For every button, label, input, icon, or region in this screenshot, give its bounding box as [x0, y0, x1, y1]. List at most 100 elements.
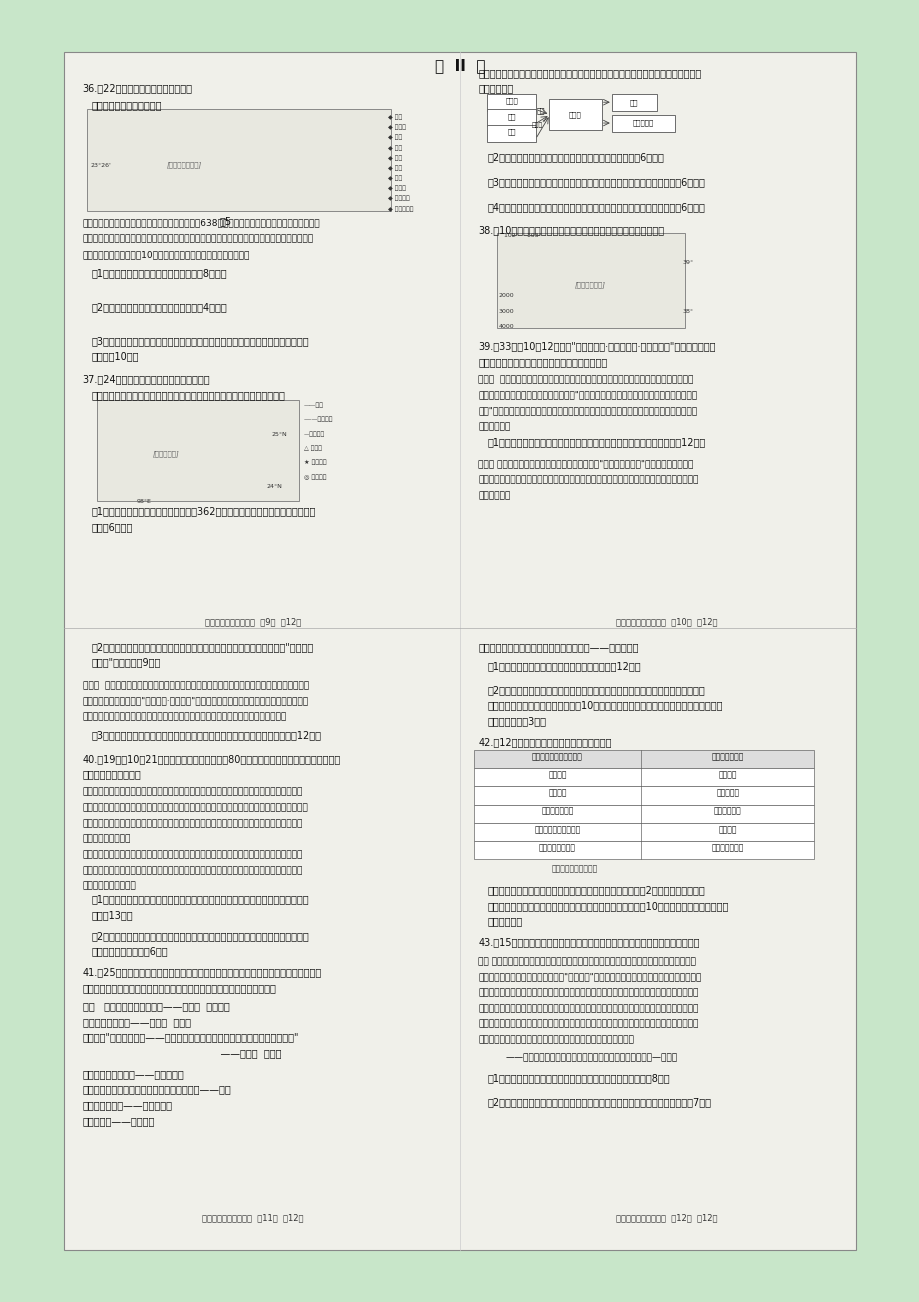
Text: 第  II  卷: 第 II 卷 — [435, 59, 484, 74]
FancyBboxPatch shape — [473, 750, 813, 768]
Text: 还原剂: 还原剂 — [531, 122, 542, 128]
Text: 俗。"今天，竹所代表的超凡脱俗、清新高雅的文化气度正通过日常的食、居、用、赏，融入: 俗。"今天，竹所代表的超凡脱俗、清新高雅的文化气度正通过日常的食、居、用、赏，融… — [478, 406, 697, 415]
Text: 请依据表格所列内容，提炼两列所学事件关系的一个主题。（2分）（任选表格中的: 请依据表格所列内容，提炼两列所学事件关系的一个主题。（2分）（任选表格中的 — [487, 885, 705, 896]
Text: 39°: 39° — [682, 260, 693, 266]
FancyBboxPatch shape — [611, 115, 675, 132]
Text: 想文化是国民性格的镜框。也塑造了国民性格。阅读材料，回答有关问题。: 想文化是国民性格的镜框。也塑造了国民性格。阅读材料，回答有关问题。 — [83, 983, 277, 993]
FancyBboxPatch shape — [486, 125, 536, 142]
Text: 材料三  近年来，我市在打造文化强市中呈现多样并举：把脉东城文化，用克宫的盛古截停多多: 材料三 近年来，我市在打造文化强市中呈现多样并举：把脉东城文化，用克宫的盛古截停… — [83, 681, 309, 690]
Text: 石英岩: 石英岩 — [505, 98, 517, 104]
Text: 成为社会主义核心价值观的丰富源泉，成为激发和凝聚中国人民不断奋发昂扬、从胜利走向胜: 成为社会主义核心价值观的丰富源泉，成为激发和凝聚中国人民不断奋发昂扬、从胜利走向… — [83, 819, 303, 828]
Text: [生态环境地图]: [生态环境地图] — [574, 281, 606, 288]
FancyBboxPatch shape — [87, 109, 391, 211]
Text: （4）根据当地的资源和区位优势，提出当地经济可持续发展的具体措施（6分）。: （4）根据当地的资源和区位优势，提出当地经济可持续发展的具体措施（6分）。 — [487, 202, 705, 212]
Text: 并说明其理论依据。（6分）: 并说明其理论依据。（6分） — [92, 947, 168, 957]
Text: （1）描述珠江流域综合开发的自然背景（8分）。: （1）描述珠江流域综合开发的自然背景（8分）。 — [92, 268, 227, 279]
Text: 大可至善，女相百动——《道德经》: 大可至善，女相百动——《道德经》 — [83, 1069, 185, 1079]
Text: ◆ 城市: ◆ 城市 — [388, 135, 402, 141]
Text: 渐对新的修行、改革宗法，中枢政府和地方地地和自如此资本主义的管理管性，德国改革的政: 渐对新的修行、改革宗法，中枢政府和地方地地和自如此资本主义的管理管性，德国改革的… — [478, 988, 698, 997]
Text: 36.（22分）读材料，回答下列问题。: 36.（22分）读材料，回答下列问题。 — [83, 83, 193, 94]
Text: （2）据上面联系图指出该地发展硅冶炼产业的区位优势（6分）。: （2）据上面联系图指出该地发展硅冶炼产业的区位优势（6分）。 — [487, 152, 664, 163]
Text: 4000: 4000 — [498, 324, 514, 329]
Text: 38°: 38° — [682, 309, 693, 314]
Text: 高二（文科综合）试题  第11页  共12页: 高二（文科综合）试题 第11页 共12页 — [202, 1213, 303, 1223]
Text: 43.（15分）阅读下列关于宗教改革对德国政治秩序调整的材料，回答有关问题。: 43.（15分）阅读下列关于宗教改革对德国政治秩序调整的材料，回答有关问题。 — [478, 937, 699, 948]
Text: 3000: 3000 — [498, 309, 514, 314]
Text: 42.（12分）阅读下表，按要求回答有关问题。: 42.（12分）阅读下表，按要求回答有关问题。 — [478, 737, 611, 747]
Text: （依据教材知识整理）: （依据教材知识整理） — [551, 865, 597, 874]
Text: 影响。（10分）: 影响。（10分） — [92, 352, 140, 362]
FancyBboxPatch shape — [96, 400, 299, 501]
Text: 实业救国等思想的传播: 实业救国等思想的传播 — [534, 825, 580, 833]
Text: 突出时代性；注重对中华文化特别是优秀传统文化的挖掘，突出文化导向；注重产业对接，突: 突出时代性；注重对中华文化特别是优秀传统文化的挖掘，突出文化导向；注重产业对接，… — [478, 475, 698, 484]
Text: —乡镇公路: —乡镇公路 — [303, 431, 324, 436]
Text: 现硅电合作。: 现硅电合作。 — [478, 83, 513, 94]
Text: 辉煌。长期讲话，也让每一个中国人都感身处于自己的长征路，为实现中华民族伟大复兴的中: 辉煌。长期讲话，也让每一个中国人都感身处于自己的长征路，为实现中华民族伟大复兴的… — [83, 866, 303, 875]
Text: 宗教改革: 宗教改革 — [718, 771, 736, 779]
Text: 一对事件，结合所学知识，对所选组的什么影响进行比较。（10分）要求：史实史据准确，: 一对事件，结合所学知识，对所选组的什么影响进行比较。（10分）要求：史实史据准确… — [487, 901, 728, 911]
FancyBboxPatch shape — [473, 768, 813, 786]
Text: 41.（25分）国民性格主要体现在对自己、对别人、对事物的态度和所采取的言行上。思: 41.（25分）国民性格主要体现在对自己、对别人、对事物的态度和所采取的言行上。… — [83, 967, 322, 978]
Text: 辛亥革命: 辛亥革命 — [718, 825, 736, 833]
Text: 利的强大精神力量。: 利的强大精神力量。 — [83, 835, 131, 844]
Text: （1）结合材料，运用我们的民族精神的知识，说明为什么要传承好、弘扬好长征精: （1）结合材料，运用我们的民族精神的知识，说明为什么要传承好、弘扬好长征精 — [92, 894, 310, 905]
Text: （3）从地理环境整体性角度说明红水河梯级开发对库区和下游地理环境可能产生的: （3）从地理环境整体性角度说明红水河梯级开发对库区和下游地理环境可能产生的 — [92, 336, 310, 346]
Text: 产品: 产品 — [629, 99, 638, 105]
Text: 多，探索进取力量；开展"明理向知·爱责向善"主题教育实践活动，营造和谐乡，讲诚信的社会: 多，探索进取力量；开展"明理向知·爱责向善"主题教育实践活动，营造和谐乡，讲诚信… — [83, 697, 309, 706]
Text: 启蒙运动: 启蒙运动 — [548, 789, 566, 797]
Text: 礼之用，和为贵。——《论语  学而》: 礼之用，和为贵。——《论语 学而》 — [83, 1017, 190, 1027]
FancyBboxPatch shape — [611, 94, 656, 111]
Text: ◆ 铁矿: ◆ 铁矿 — [388, 165, 402, 171]
Text: 图5: 图5 — [219, 216, 232, 227]
Text: ◆ 核电站: ◆ 核电站 — [388, 186, 406, 191]
Text: ◆ 海拔（米）: ◆ 海拔（米） — [388, 206, 414, 211]
Text: 维新思想的传播: 维新思想的传播 — [540, 807, 573, 815]
Text: 逻辑严谨。）: 逻辑严谨。） — [487, 917, 522, 927]
Text: 电能: 电能 — [506, 113, 516, 120]
Text: ——国界: ——国界 — [303, 402, 323, 408]
Text: 阅读材料，回答问题。: 阅读材料，回答问题。 — [83, 769, 142, 780]
Text: 知识即美德——苏格拉底: 知识即美德——苏格拉底 — [83, 1116, 155, 1126]
FancyBboxPatch shape — [496, 233, 685, 328]
FancyBboxPatch shape — [486, 109, 536, 126]
Text: ——《论语  学而》: ——《论语 学而》 — [83, 1048, 281, 1059]
Text: ◆ 锰矿: ◆ 锰矿 — [388, 176, 402, 181]
Text: 中共中央总书记、国家主席、中央军委主席习近平在全上发表重要讲话强调，长征这一人类历: 中共中央总书记、国家主席、中央军委主席习近平在全上发表重要讲话强调，长征这一人类… — [83, 788, 303, 797]
Text: ◎ 旅游景点: ◎ 旅游景点 — [303, 474, 325, 479]
Text: （2）运用文化对人影响的知识，请你为传承好、弘扬好长征精神提出两条具体建议: （2）运用文化对人影响的知识，请你为传承好、弘扬好长征精神提出两条具体建议 — [92, 931, 310, 941]
Text: 废气、废水: 废气、废水 — [631, 120, 653, 126]
Text: 法律就是秩序，有好的法律才有好的秩序。——亚里士多德: 法律就是秩序，有好的法律才有好的秩序。——亚里士多德 — [478, 642, 638, 652]
Text: （2）结合材料二，运用文化传承与创新的知识，说明竹编艺术品创新强调"三注重、: （2）结合材料二，运用文化传承与创新的知识，说明竹编艺术品创新强调"三注重、 — [92, 642, 314, 652]
Text: 材料一、珠江流域示意图。: 材料一、珠江流域示意图。 — [92, 100, 163, 111]
Text: ◆ 铜矿: ◆ 铜矿 — [388, 155, 402, 160]
Text: 史上的伟大壮举，留下的最可宝贵的精神财富，就是中华民族百折不挠、自强不息的民族精神，: 史上的伟大壮举，留下的最可宝贵的精神财富，就是中华民族百折不挠、自强不息的民族精… — [83, 803, 308, 812]
Text: 神。（13分）: 神。（13分） — [92, 910, 133, 921]
Text: 思想解放运动及典型宣传: 思想解放运动及典型宣传 — [531, 753, 583, 760]
Text: 材料一  眉山是中国竹子资源最为丰富的地区之一，人们生产生活无不与竹结缘，也因此创: 材料一 眉山是中国竹子资源最为丰富的地区之一，人们生产生活无不与竹结缘，也因此创 — [478, 375, 693, 384]
Text: 自己地位置建立国中社会的国际，为近代的国家创建奠定了基础。: 自己地位置建立国中社会的国际，为近代的国家创建奠定了基础。 — [478, 1035, 633, 1044]
Text: 2000: 2000 — [498, 293, 514, 298]
Text: 38.（10分）请提出解决下图所示区域突出的生态环境问题的措施。: 38.（10分）请提出解决下图所示区域突出的生态环境问题的措施。 — [478, 225, 664, 236]
Text: 了对教区的领政权，以及教授的教主制度也逐渐被建立，通过并对宗教事务的管理权，这是了: 了对教区的领政权，以及教授的教主制度也逐渐被建立，通过并对宗教事务的管理权，这是… — [478, 1019, 698, 1029]
Text: 法国大革命: 法国大革命 — [715, 789, 739, 797]
FancyBboxPatch shape — [64, 52, 855, 1250]
Text: 材料   己所不欲，勿施于人。——《论语  卫灵公》: 材料 己所不欲，勿施于人。——《论语 卫灵公》 — [83, 1001, 230, 1012]
Text: [德宏州地图]: [德宏州地图] — [152, 450, 179, 457]
Text: 材料二 专家指出，当下竹编艺术创新，要坚持做到"三注重，三突出"：注重新产品研发，: 材料二 专家指出，当下竹编艺术创新，要坚持做到"三注重，三突出"：注重新产品研发… — [478, 460, 693, 469]
Text: 24°N: 24°N — [267, 484, 282, 490]
Text: 我们要不断结合新的实践加以拓展，弘扬好长征精神，推进中国特色社会主义的新长征来铸就: 我们要不断结合新的实践加以拓展，弘扬好长征精神，推进中国特色社会主义的新长征来铸… — [83, 850, 303, 859]
Text: ◆ 山脉: ◆ 山脉 — [388, 115, 402, 120]
Text: 人是万物的尺度——普罗泰戈拉: 人是万物的尺度——普罗泰戈拉 — [83, 1100, 173, 1111]
Text: （3）指出该大力发展硅冶炼产业给当地自然环境可能带来哪些不利影响（6分）？: （3）指出该大力发展硅冶炼产业给当地自然环境可能带来哪些不利影响（6分）？ — [487, 177, 705, 187]
Text: 革命或改革运动: 革命或改革运动 — [710, 753, 743, 760]
Text: 98°E: 98°E — [136, 499, 151, 504]
Text: 高二（文科综合）试题  第12页  共12页: 高二（文科综合）试题 第12页 共12页 — [616, 1213, 717, 1223]
FancyBboxPatch shape — [549, 99, 601, 130]
Text: 曾子曰："吾日三省吾身——为人谋而不忠乎？与朋友交而不信乎？传不习乎？": 曾子曰："吾日三省吾身——为人谋而不忠乎？与朋友交而不信乎？传不习乎？" — [83, 1032, 299, 1043]
Text: 利益，在宗教改革运动中，路德谈友"信仰即义"，教会事业开始了了国家和教育手里，通过逐: 利益，在宗教改革运动中，路德谈友"信仰即义"，教会事业开始了了国家和教育手里，通… — [478, 973, 701, 982]
Text: 家已经在红水河上建设了10个梯级电站，实现了红水河的梯级开发。: 家已经在红水河上建设了10个梯级电站，实现了红水河的梯级开发。 — [83, 250, 250, 259]
Text: 102°    103°: 102° 103° — [504, 233, 541, 238]
Text: 冶炼: 冶炼 — [536, 107, 545, 115]
Text: 三突出"的依据。（9分）: 三突出"的依据。（9分） — [92, 658, 161, 668]
Text: ★ 边境口岸: ★ 边境口岸 — [303, 460, 326, 465]
